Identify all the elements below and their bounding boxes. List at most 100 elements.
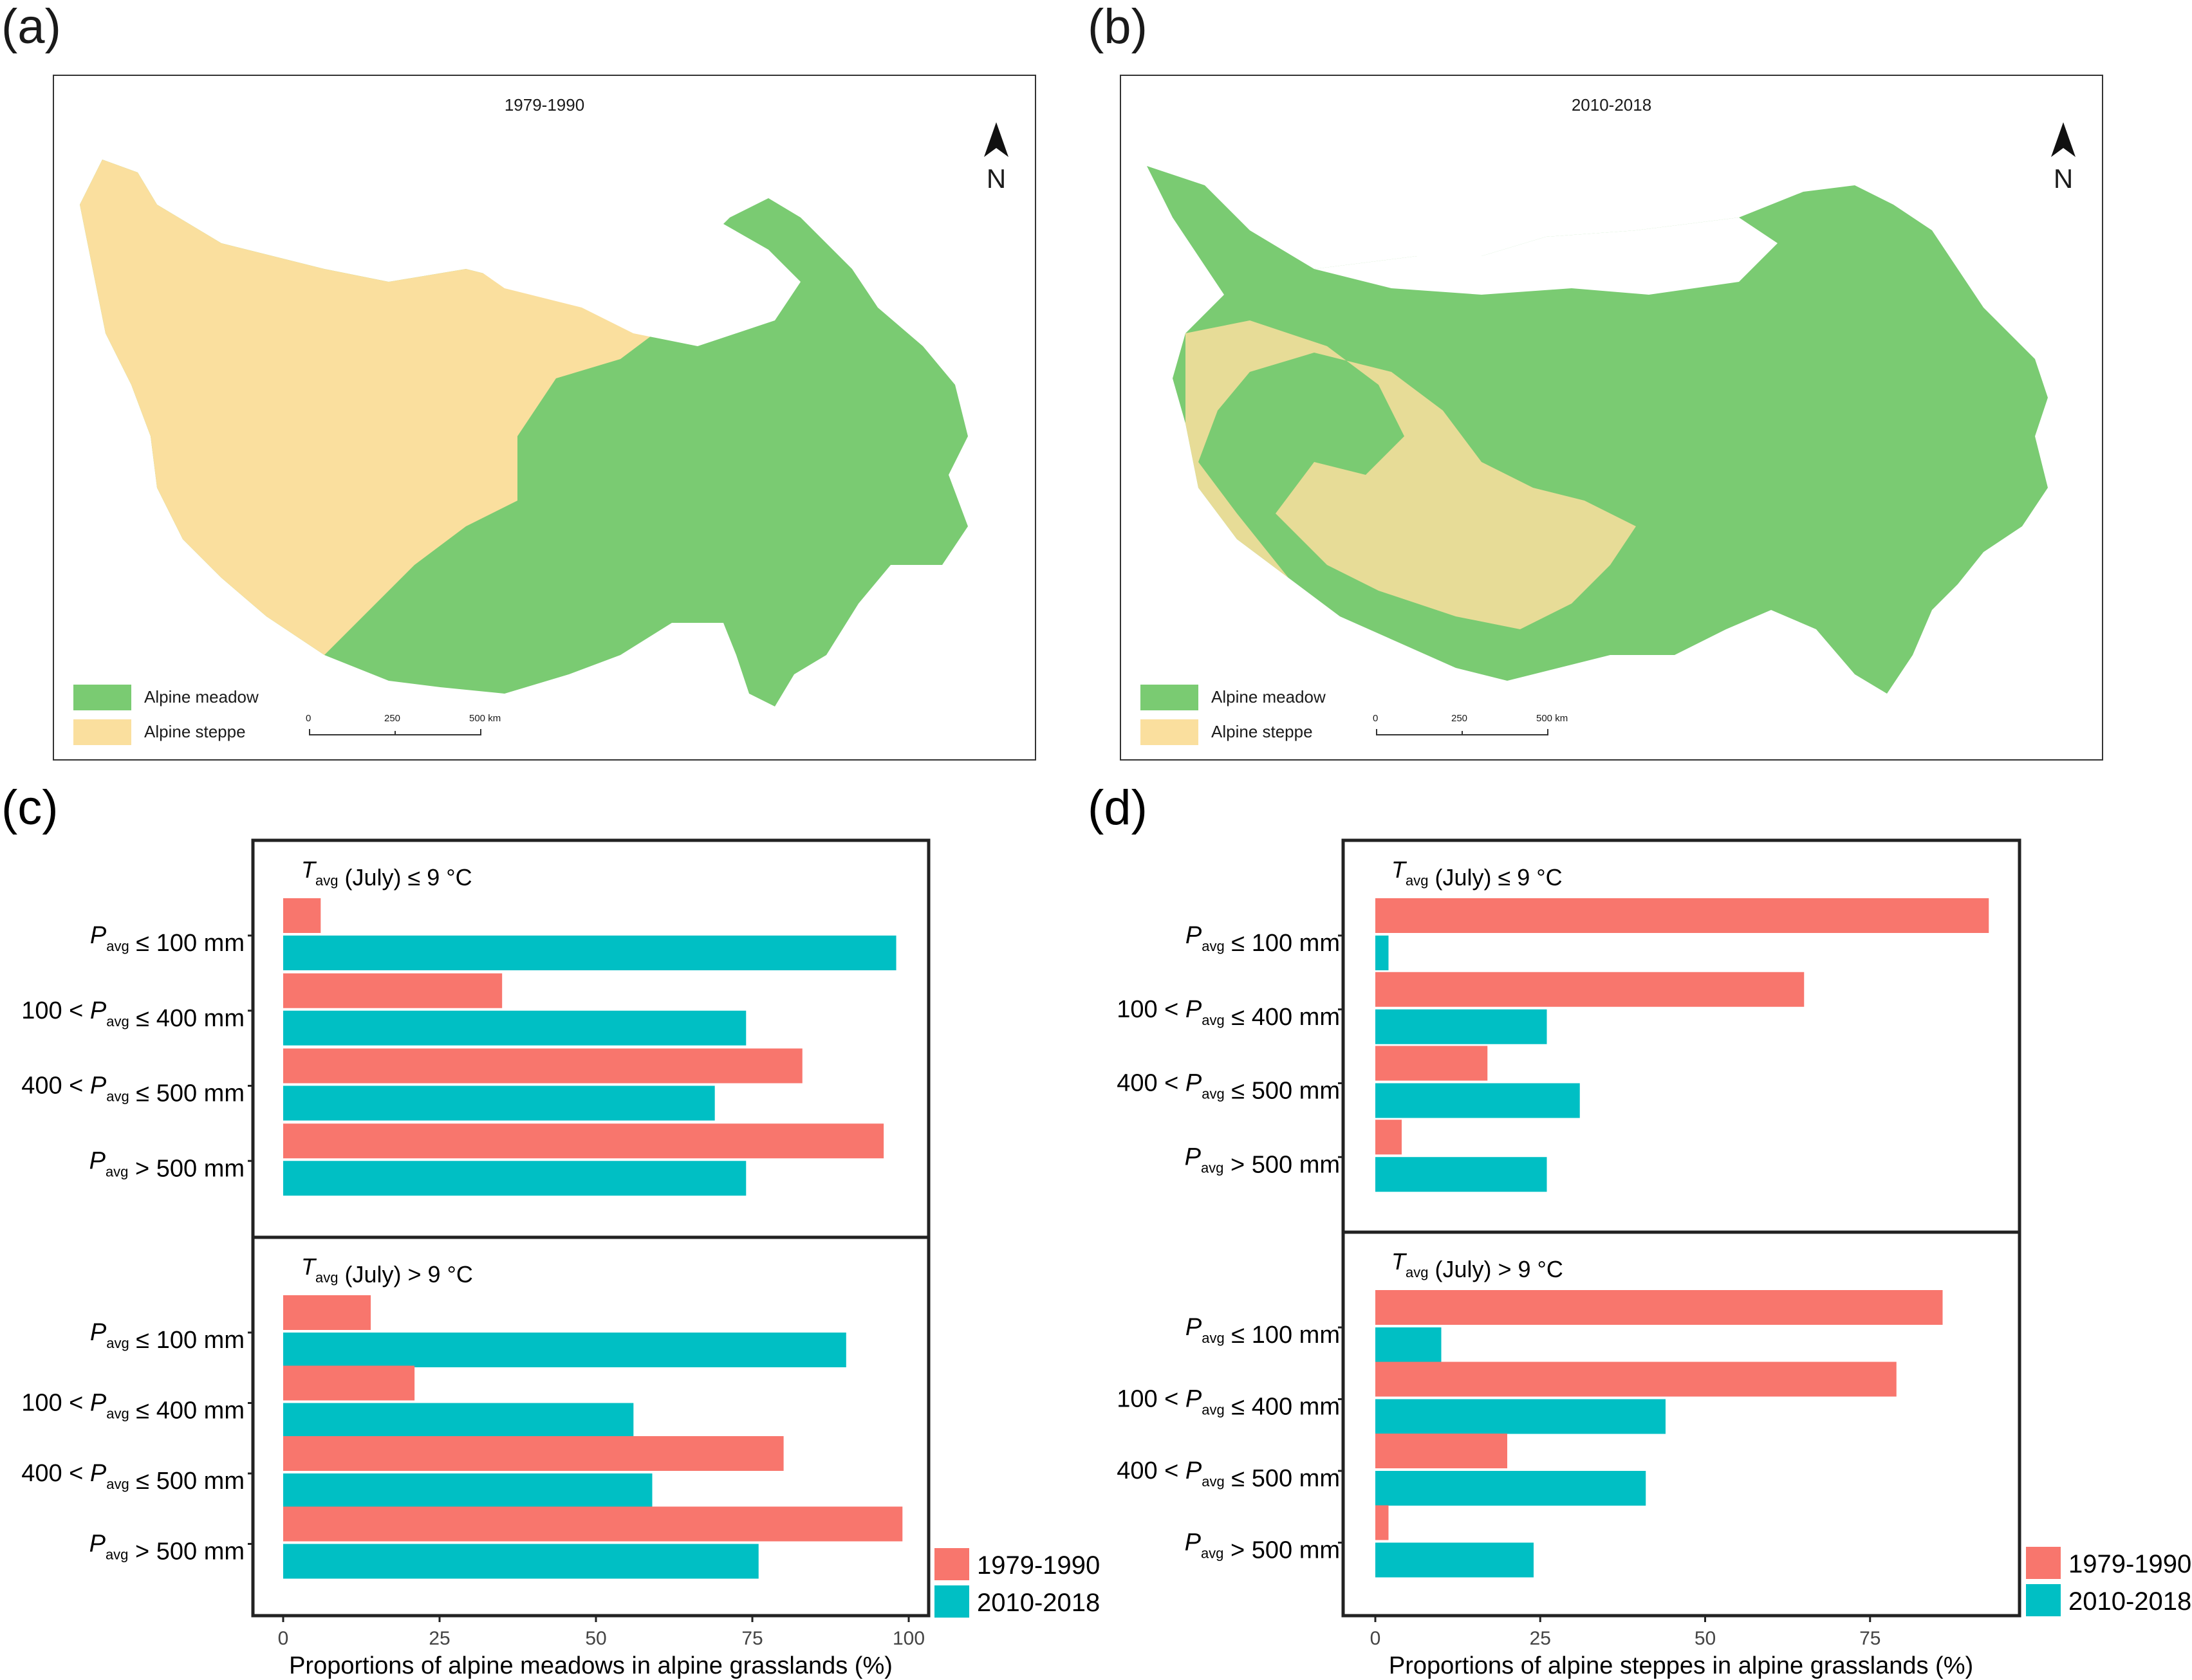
- category-label: 100 < Pavg ≤ 400 mm: [21, 997, 245, 1032]
- category-label: 400 < Pavg ≤ 500 mm: [1117, 1457, 1340, 1492]
- facet-strip-label: Tavg (July) > 9 °C: [1391, 1248, 1563, 1282]
- category-label: 100 < Pavg ≤ 400 mm: [1117, 996, 1340, 1031]
- bar-1979-1990: [1375, 1290, 1943, 1325]
- north-label: N: [2053, 163, 2074, 194]
- category-label: Pavg > 500 mm: [1185, 1143, 1340, 1178]
- north-arrow: N: [977, 121, 1016, 192]
- bar-1979-1990: [283, 1048, 803, 1084]
- legend-swatch-steppe: [73, 719, 131, 745]
- bar-1979-1990: [283, 1365, 415, 1401]
- facet-strip-label: Tavg (July) ≤ 9 °C: [1391, 856, 1563, 891]
- x-tick-label: 25: [429, 1628, 450, 1649]
- bar-2010-2018: [283, 1085, 715, 1121]
- scale-bar: 0 250 500 km: [306, 713, 501, 739]
- bar-1979-1990: [283, 973, 503, 1008]
- scale-bar: 0 250 500 km: [1373, 713, 1568, 739]
- scale-line: [309, 729, 481, 735]
- map-panel-b: 2010-2018 N Alpine meadow Alpine steppe …: [1120, 75, 2103, 761]
- legend-swatch-2010-2018: [934, 1585, 969, 1618]
- bar-2010-2018: [1375, 1009, 1547, 1044]
- x-tick-label: 50: [585, 1628, 606, 1649]
- category-label: 400 < Pavg ≤ 500 mm: [21, 1460, 245, 1495]
- x-tick-label: 25: [1530, 1628, 1551, 1649]
- scale-tick-500: 500 km: [469, 713, 501, 724]
- north-arrow: N: [2044, 121, 2083, 192]
- scale-tick-500: 500 km: [1536, 713, 1568, 724]
- bar-1979-1990: [1375, 1505, 1389, 1540]
- legend-label-meadow: Alpine meadow: [1211, 687, 1326, 706]
- bar-2010-2018: [283, 1544, 759, 1579]
- facet-frame: [1341, 838, 2021, 1618]
- scale-tick-250: 250: [1451, 713, 1468, 724]
- bar-2010-2018: [1375, 1083, 1580, 1118]
- legend-swatch-meadow: [73, 685, 131, 710]
- x-tick-label: 75: [741, 1628, 763, 1649]
- legend-swatch-2010-2018: [2026, 1584, 2061, 1616]
- bar-1979-1990: [283, 1436, 784, 1471]
- bar-2010-2018: [1375, 1399, 1666, 1434]
- legend-label-1979-1990: 1979-1990: [977, 1551, 1100, 1580]
- category-label: 400 < Pavg ≤ 500 mm: [1117, 1070, 1340, 1105]
- bar-2010-2018: [1375, 1471, 1646, 1506]
- category-label: 400 < Pavg ≤ 500 mm: [21, 1073, 245, 1107]
- legend-label-2010-2018: 2010-2018: [2068, 1587, 2191, 1616]
- x-tick-label: 100: [893, 1628, 925, 1649]
- category-label: Pavg ≤ 100 mm: [1185, 922, 1340, 957]
- bar-2010-2018: [1375, 936, 1389, 970]
- category-label: Pavg ≤ 100 mm: [90, 1319, 245, 1354]
- facet-frame: [251, 838, 931, 1618]
- legend-swatch-steppe: [1140, 719, 1198, 745]
- bar-1979-1990: [283, 898, 321, 933]
- x-tick-label: 50: [1695, 1628, 1716, 1649]
- category-label: Pavg > 500 mm: [89, 1147, 245, 1182]
- bar-2010-2018: [283, 1333, 846, 1367]
- scale-line: [1376, 729, 1548, 735]
- facet-strip-label: Tavg (July) > 9 °C: [301, 1253, 473, 1288]
- plateau-steppe-region: [1185, 320, 1636, 629]
- bar-2010-2018: [1375, 1327, 1442, 1362]
- bar-1979-1990: [1375, 1434, 1507, 1468]
- legend-label-2010-2018: 2010-2018: [977, 1589, 1100, 1617]
- scale-tick-0: 0: [306, 713, 311, 724]
- category-label: 100 < Pavg ≤ 400 mm: [21, 1390, 245, 1425]
- north-arrow-icon: [2051, 122, 2076, 157]
- bar-1979-1990: [1375, 898, 1989, 933]
- plateau-gap-region: [440, 224, 801, 346]
- legend-swatch-meadow: [1140, 685, 1198, 710]
- bar-1979-1990: [1375, 1120, 1402, 1155]
- bar-1979-1990: [283, 1295, 371, 1330]
- panel-letter-c: (c): [1, 780, 59, 835]
- north-label: N: [986, 163, 1007, 194]
- map-title: 1979-1990: [504, 95, 585, 115]
- legend-label-1979-1990: 1979-1990: [2068, 1550, 2191, 1578]
- panel-letter-b: (b): [1088, 0, 1147, 54]
- panel-letter-d: (d): [1088, 780, 1147, 835]
- bar-1979-1990: [1375, 1362, 1897, 1397]
- bar-2010-2018: [283, 936, 896, 970]
- plateau-gap-region: [1314, 217, 1778, 295]
- bar-2010-2018: [1375, 1157, 1547, 1192]
- legend-swatch-1979-1990: [934, 1548, 969, 1580]
- panel-letter-a: (a): [1, 0, 61, 54]
- bar-2010-2018: [283, 1473, 653, 1508]
- legend-label-steppe: Alpine steppe: [144, 722, 246, 741]
- bar-1979-1990: [283, 1506, 903, 1542]
- bar-1979-1990: [1375, 972, 1805, 1007]
- facet-strip-label: Tavg (July) ≤ 9 °C: [301, 856, 472, 891]
- legend-label-meadow: Alpine meadow: [144, 687, 259, 706]
- scale-tick-0: 0: [1373, 713, 1379, 724]
- map-plateau-a: [80, 160, 968, 706]
- map-title: 2010-2018: [1571, 95, 1652, 115]
- x-tick-label: 0: [278, 1628, 289, 1649]
- bar-2010-2018: [283, 1403, 634, 1438]
- map-plateau-b: [1147, 166, 2048, 694]
- x-tick-label: 75: [1859, 1628, 1881, 1649]
- x-tick-label: 0: [1370, 1628, 1381, 1649]
- legend-swatch-1979-1990: [2026, 1547, 2061, 1579]
- category-label: Pavg > 500 mm: [89, 1531, 245, 1565]
- north-arrow-icon: [984, 122, 1008, 157]
- legend-label-steppe: Alpine steppe: [1211, 722, 1313, 741]
- scale-tick-250: 250: [384, 713, 401, 724]
- bar-2010-2018: [283, 1161, 747, 1196]
- category-label: 100 < Pavg ≤ 400 mm: [1117, 1386, 1340, 1421]
